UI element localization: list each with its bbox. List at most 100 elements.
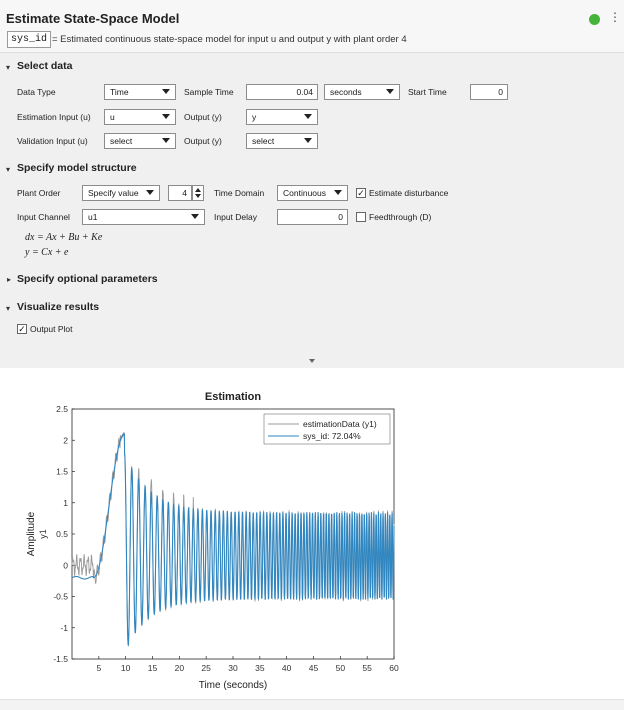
estimation-chart: -1.5 -1 -0.5 0 0.5 1 1.5 2 2.5 5 10 15 20 25 30 35 40 45… [26, 391, 399, 691]
y-tick-label: -1 [60, 623, 68, 633]
legend-label-sys-id: sys_id: 72.04% [303, 431, 361, 441]
chevron-right-icon: ▸ [7, 275, 12, 284]
x-tick-label: 35 [255, 663, 265, 673]
state-equation: dx = Ax + Bu + Ke [25, 232, 103, 243]
output-plot-label: Output Plot [30, 324, 73, 334]
chevron-down-icon [334, 190, 342, 195]
chevron-down-icon: ▾ [6, 165, 11, 174]
legend-box [263, 413, 391, 445]
chevron-up-icon[interactable] [195, 188, 201, 192]
time-domain-dropdown[interactable]: Continuous [277, 185, 348, 201]
estimation-input-dropdown[interactable]: u [104, 109, 176, 125]
time-domain-label: Time Domain [214, 188, 265, 198]
bottom-divider [0, 699, 624, 710]
x-tick-label: 50 [336, 663, 346, 673]
sample-time-unit-dropdown[interactable]: seconds [324, 84, 400, 100]
x-tick-label: 15 [148, 663, 158, 673]
y-tick-label: 0 [63, 560, 68, 570]
feedthrough-checkbox[interactable] [356, 212, 366, 222]
input-delay-label: Input Delay [214, 212, 257, 222]
series-line-sys-id [71, 433, 395, 647]
section-label: Select data [17, 60, 73, 72]
y-tick-label: 2 [63, 435, 68, 445]
x-tick-label: 55 [362, 663, 372, 673]
chevron-down-icon [162, 114, 170, 119]
chevron-down-icon [146, 190, 154, 195]
x-tick-label: 20 [175, 663, 185, 673]
section-label: Specify model structure [17, 162, 137, 174]
chevron-down-icon [386, 89, 394, 94]
validation-input-label: Validation Input (u) [17, 136, 88, 146]
collapse-controls-icon[interactable] [309, 359, 315, 363]
x-tick-label: 60 [389, 663, 399, 673]
chevron-down-icon [191, 214, 199, 219]
plant-order-mode-value: Specify value [88, 188, 139, 198]
y-tick-label: 0.5 [56, 529, 68, 539]
app-panel [0, 0, 624, 368]
chart-legend: estimationData (y1) sys_id: 72.04% [263, 413, 391, 445]
validation-input-value: select [110, 136, 133, 146]
validation-input-dropdown[interactable]: select [104, 133, 176, 149]
validation-output-label: Output (y) [184, 136, 222, 146]
output-variable-name[interactable]: sys_id [7, 31, 52, 48]
estimation-input-label: Estimation Input (u) [17, 112, 91, 122]
chart-title: Estimation [205, 391, 262, 403]
x-tick-label: 10 [121, 663, 131, 673]
plant-order-mode-dropdown[interactable]: Specify value [82, 185, 160, 201]
output-value: y [252, 112, 257, 122]
y-tick-label: -1.5 [53, 654, 68, 664]
y-axis-ticks: -1.5 -1 -0.5 0 0.5 1 1.5 2 2.5 [53, 404, 75, 664]
x-tick-label: 45 [309, 663, 319, 673]
plant-order-input[interactable]: 4 [168, 185, 192, 201]
validation-output-dropdown[interactable]: select [246, 133, 318, 149]
input-channel-value: u1 [88, 212, 98, 222]
plant-order-stepper[interactable] [192, 185, 204, 201]
sample-time-input[interactable]: 0.04 [246, 84, 318, 100]
task-summary: = Estimated continuous state-space model… [52, 34, 407, 45]
output-plot-checkbox[interactable]: ✓ [17, 324, 27, 334]
y-axis-label: Amplitude [26, 511, 37, 556]
time-domain-value: Continuous [283, 188, 327, 198]
sample-time-label: Sample Time [184, 87, 234, 97]
plant-order-label: Plant Order [17, 188, 61, 198]
section-label: Specify optional parameters [17, 273, 158, 285]
status-indicator [589, 14, 600, 25]
more-options-icon[interactable]: ⋮ [609, 10, 621, 24]
x-tick-label: 30 [228, 663, 238, 673]
start-time-input[interactable]: 0 [470, 84, 508, 100]
data-type-label: Data Type [17, 87, 56, 97]
estimation-input-value: u [110, 112, 115, 122]
validation-output-value: select [252, 136, 275, 146]
output-equation: y = Cx + e [25, 247, 69, 258]
chevron-down-icon [304, 114, 312, 119]
estimate-disturbance-checkbox[interactable]: ✓ [356, 188, 366, 198]
x-axis-ticks: 5 10 15 20 25 30 35 40 45 50 55 60 [96, 656, 399, 673]
data-type-value: Time [110, 87, 129, 97]
y-tick-label: 1 [63, 498, 68, 508]
estimate-disturbance-label: Estimate disturbance [369, 188, 449, 198]
input-channel-dropdown[interactable]: u1 [82, 209, 205, 225]
y-tick-label: 1.5 [56, 467, 68, 477]
input-delay-input[interactable]: 0 [277, 209, 348, 225]
chevron-down-icon [162, 138, 170, 143]
chevron-down-icon[interactable] [195, 194, 201, 198]
legend-label-estimation-data: estimationData (y1) [303, 419, 377, 429]
data-type-dropdown[interactable]: Time [104, 84, 176, 100]
x-tick-label: 25 [201, 663, 211, 673]
chevron-down-icon [304, 138, 312, 143]
chevron-down-icon [162, 89, 170, 94]
feedthrough-label: Feedthrough (D) [369, 212, 432, 222]
chevron-down-icon: ▾ [6, 63, 11, 72]
input-channel-label: Input Channel [17, 212, 70, 222]
sample-time-unit-value: seconds [330, 87, 362, 97]
x-axis-label: Time (seconds) [199, 680, 268, 691]
x-tick-label: 5 [96, 663, 101, 673]
x-tick-label: 40 [282, 663, 292, 673]
y-tick-label: -0.5 [53, 592, 68, 602]
start-time-label: Start Time [408, 87, 447, 97]
output-dropdown[interactable]: y [246, 109, 318, 125]
y-tick-label: 2.5 [56, 404, 68, 414]
section-label: Visualize results [17, 301, 100, 313]
output-label: Output (y) [184, 112, 222, 122]
y-axis-channel-label: y1 [38, 529, 48, 539]
